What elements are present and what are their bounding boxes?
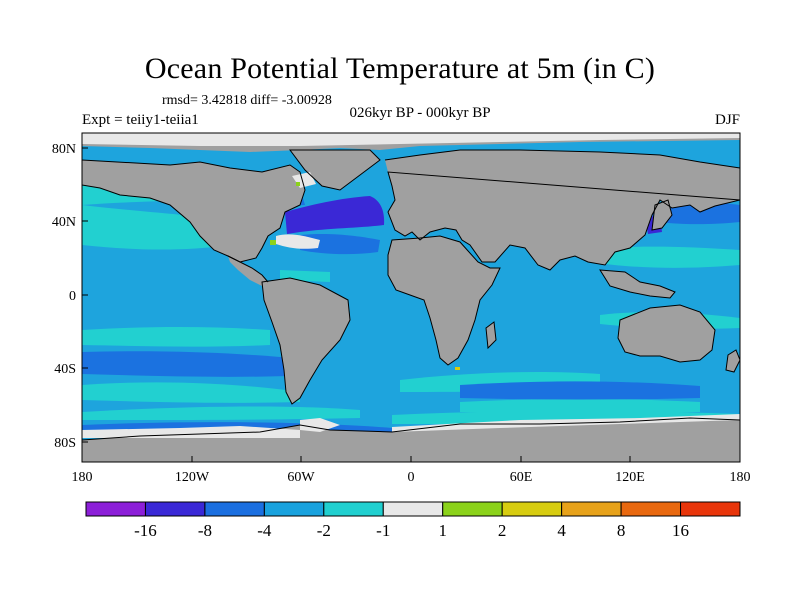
lat-tick-label: 40S: [54, 362, 76, 377]
colorbar-box: [501, 501, 563, 517]
colorbar-box: [620, 501, 682, 517]
longitude-axis: 180 120W 60W 0 60E 120E 180: [72, 456, 751, 485]
lat-tick-label: 80S: [54, 436, 76, 451]
lon-tick-label: 120E: [615, 470, 645, 485]
colorbar-label: -16: [134, 521, 157, 540]
anomaly-warm-specks: [270, 182, 460, 370]
colorbar-label: 2: [498, 521, 507, 540]
period-label: 026kyr BP - 000kyr BP: [349, 105, 491, 121]
colorbar-box: [442, 501, 503, 517]
colorbar-label: -1: [376, 521, 390, 540]
map-plot: [82, 133, 740, 462]
lon-tick-label: 180: [730, 470, 751, 485]
colorbar-label: -8: [198, 521, 212, 540]
colorbar-label: -2: [317, 521, 331, 540]
colorbar-box: [561, 501, 622, 517]
colorbar-box: [323, 501, 384, 517]
colorbar-label: 4: [557, 521, 566, 540]
colorbar-label: 8: [617, 521, 626, 540]
lat-tick-label: 40N: [52, 215, 76, 230]
colorbar-label: 16: [672, 521, 689, 540]
colorbar: -16 -8 -4 -2 -1 1 2 4 8 16: [85, 501, 741, 540]
lon-tick-label: 60W: [287, 470, 315, 485]
lat-tick-label: 80N: [52, 142, 76, 157]
colorbar-label: 1: [438, 521, 447, 540]
colorbar-box: [382, 501, 444, 517]
latitude-axis: 80N 40N 0 40S 80S: [52, 142, 88, 451]
stats-label: rmsd= 3.42818 diff= -3.00928: [162, 93, 332, 108]
colorbar-box: [204, 501, 265, 517]
continents: [82, 133, 740, 462]
colorbar-box: [85, 501, 146, 517]
season-label: DJF: [714, 112, 740, 128]
colorbar-box: [680, 501, 741, 517]
coastlines: [82, 149, 740, 441]
lon-tick-label: 60E: [510, 470, 533, 485]
colorbar-label: -4: [257, 521, 272, 540]
lat-tick-label: 0: [69, 289, 76, 304]
colorbar-box: [144, 501, 206, 517]
lon-tick-label: 120W: [175, 470, 210, 485]
map-title: Ocean Potential Temperature at 5m (in C): [144, 52, 656, 85]
lon-tick-label: 180: [72, 470, 93, 485]
lon-tick-label: 0: [408, 470, 415, 485]
colorbar-box: [263, 501, 325, 517]
experiment-label: Expt = teiiy1-teiia1: [82, 112, 199, 128]
